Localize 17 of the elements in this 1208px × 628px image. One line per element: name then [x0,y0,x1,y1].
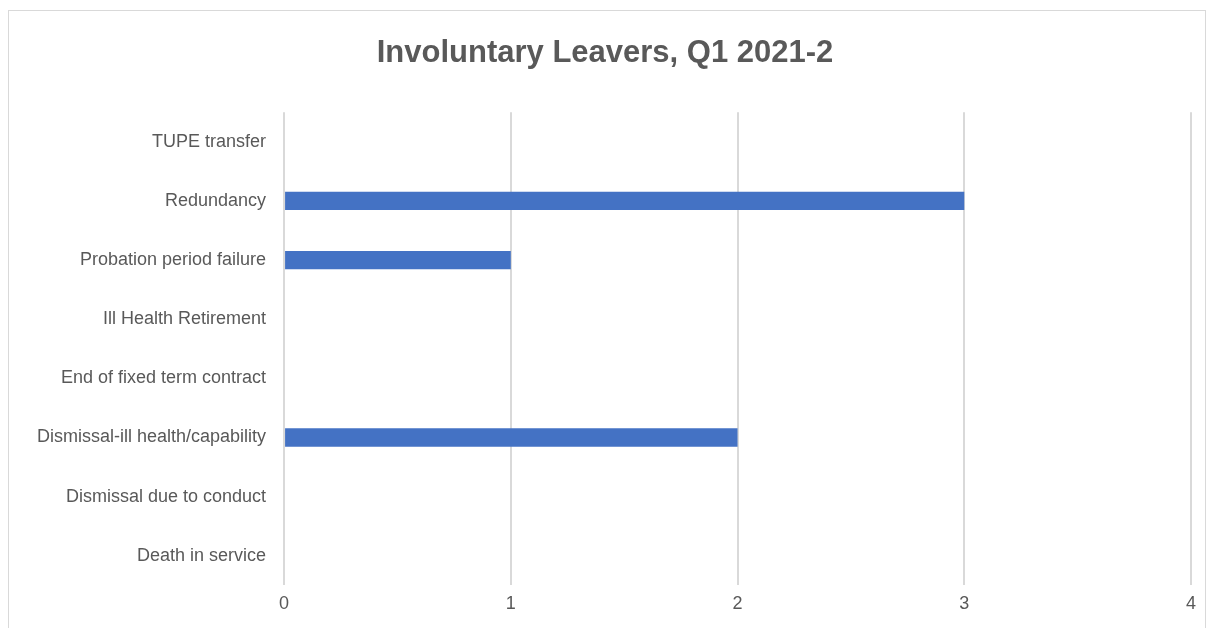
y-tick-label: TUPE transfer [152,130,267,151]
chart-title: Involuntary Leavers, Q1 2021-2 [376,34,834,70]
bar [285,250,511,270]
x-tick-label: 1 [505,593,516,614]
y-tick-label: Ill Health Retirement [103,308,267,329]
x-tick-label: 3 [959,593,970,614]
y-tick-label: Probation period failure [79,249,267,270]
y-tick-label: End of fixed term contract [60,367,267,388]
y-tick-label: Dismissal due to conduct [65,485,267,506]
x-tick-label: 0 [279,593,290,614]
y-tick-label: Redundancy [165,189,267,210]
x-tick-label: 4 [1185,593,1197,614]
x-tick-label: 2 [732,593,743,614]
bar [285,191,965,211]
y-tick-label: Dismissal-ill health/capability [37,426,267,447]
bar [285,428,738,447]
y-tick-label: Death in service [137,544,267,565]
